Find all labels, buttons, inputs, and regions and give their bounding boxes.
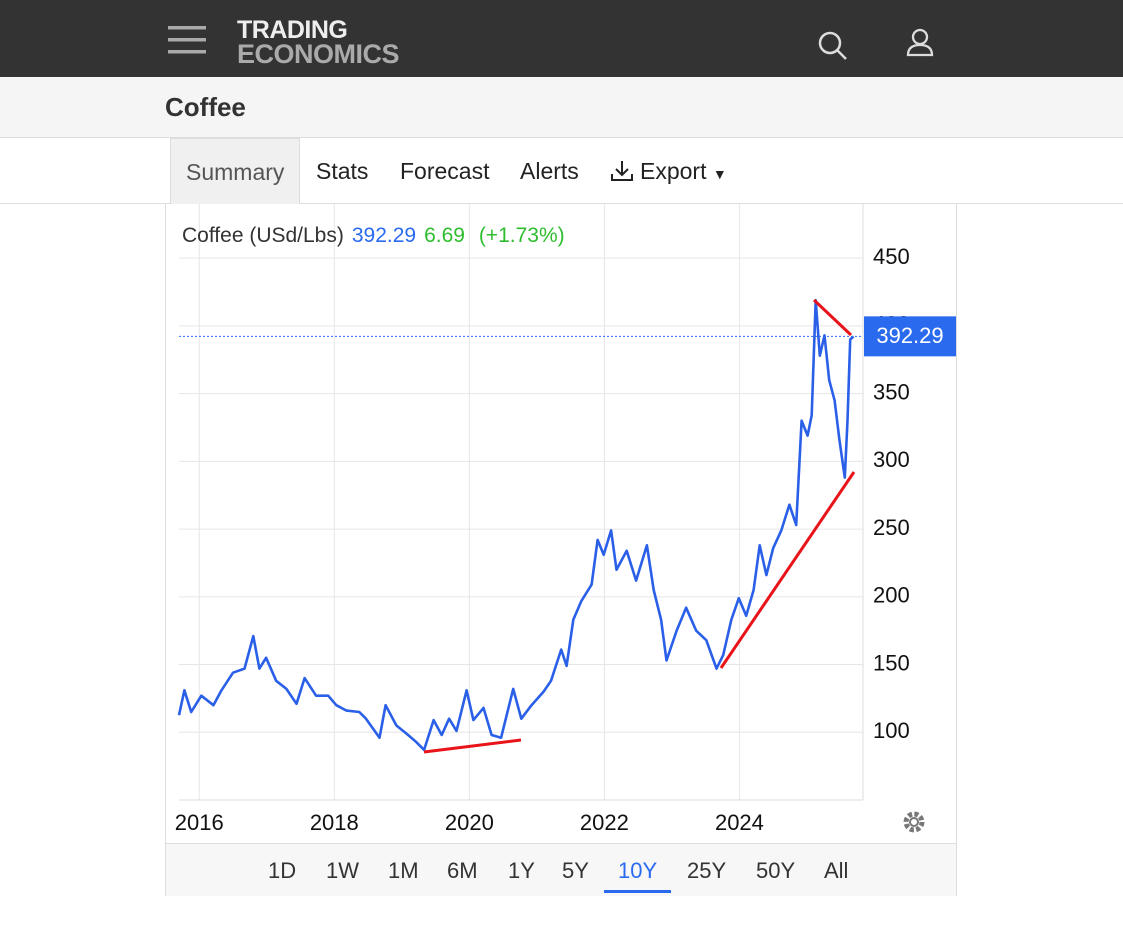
tab[interactable]: Stats [316,158,369,184]
x-tick-label: 2022 [580,810,629,835]
change-value: 6.69 [424,224,465,247]
tab[interactable]: Export ▼ [610,138,727,203]
y-tick-label: 300 [873,447,910,472]
range-button[interactable]: 50Y [756,858,796,883]
caret: ▼ [712,166,727,182]
range-button[interactable]: 1M [388,858,419,883]
y-tick-label: 450 [873,244,910,269]
tab[interactable]: Summary [170,138,301,204]
price-tag-label: 392.29 [876,323,943,348]
y-tick-label: 100 [873,718,910,743]
logo-top: TRADING [237,16,348,44]
tab[interactable]: Forecast [400,158,490,184]
range-button[interactable]: 1D [268,858,297,883]
chart: 1001502002503003504004502016201820202022… [175,204,956,835]
change-pct: (+1.73%) [478,224,565,247]
title-bar: Coffee [0,77,1123,138]
x-tick-label: 2020 [445,810,494,835]
x-tick-label: 2024 [715,810,764,835]
trend-line [812,298,853,337]
range-button[interactable]: 25Y [687,858,727,883]
legend-change: 6.69 (+1.73%) [424,224,573,247]
y-tick-label: 200 [873,583,910,608]
price-line [177,298,855,752]
export-icon [611,161,633,181]
y-tick-label: 350 [873,379,910,404]
range-button[interactable]: 10Y [604,858,672,893]
range-button[interactable]: 1Y [508,858,535,883]
user-icon[interactable] [906,28,936,58]
range-button[interactable]: 5Y [562,858,589,883]
range-button[interactable]: 1W [326,858,359,883]
chart-box: 1001502002503003504004502016201820202022… [165,204,957,896]
x-tick-label: 2016 [175,810,224,835]
y-tick-label: 150 [873,650,910,675]
legend-name: Coffee (USd/Lbs) [182,224,344,247]
page-title: Coffee [165,92,246,122]
legend: Coffee (USd/Lbs) 392.29 6.69 (+1.73%) [182,224,581,248]
menu-icon[interactable] [168,25,208,57]
tabs: Summary Stats Forecast Alerts Export ▼ [0,138,1123,204]
x-tick-label: 2018 [310,810,359,835]
grid [179,204,863,800]
logo[interactable]: TRADING ECONOMICS [237,16,400,69]
range-bar: 1D 1W 1M 6M 1Y 5Y 10Y 25Y 50Y All [166,843,956,896]
tab[interactable]: Alerts [520,158,579,184]
trend-line [423,738,522,754]
range-button[interactable]: 6M [447,858,478,883]
search-icon[interactable] [818,31,850,63]
y-tick-label: 250 [873,515,910,540]
range-button[interactable]: All [824,858,849,883]
top-bar: TRADING ECONOMICS [0,0,1123,77]
price-tag [864,316,956,357]
trend-line [719,471,856,669]
logo-bottom: ECONOMICS [237,39,400,69]
legend-price: 392.29 [351,224,417,247]
gear-icon[interactable] [903,811,925,833]
